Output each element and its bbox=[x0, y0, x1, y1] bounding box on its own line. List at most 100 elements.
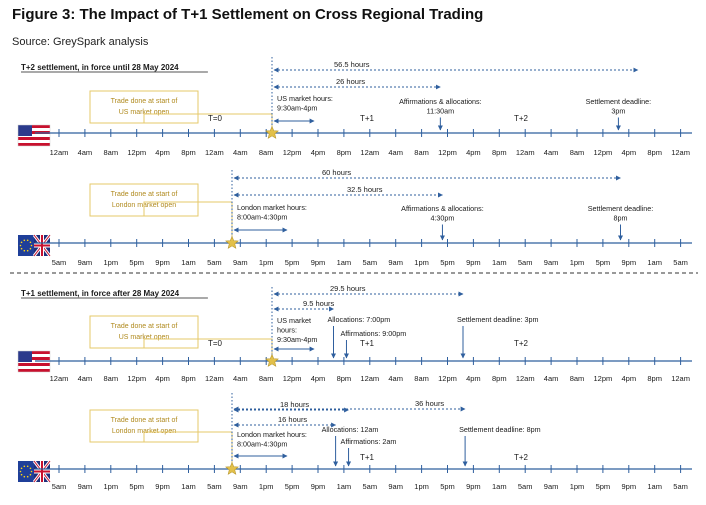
trade-done-label: Trade done at start of bbox=[111, 417, 178, 424]
tick-label: 12pm bbox=[127, 148, 146, 157]
tick-label: 8am bbox=[259, 374, 274, 383]
market-hours-label: 8:00am-4:30pm bbox=[237, 213, 287, 222]
section-heading: T+1 settlement, in force after 28 May 20… bbox=[21, 289, 180, 298]
tick-label: 12pm bbox=[283, 148, 302, 157]
duration-label: 29.5 hours bbox=[330, 284, 366, 293]
tick-label: 12am bbox=[50, 148, 69, 157]
tick-label: 9pm bbox=[311, 482, 326, 491]
market-hours-label: US market bbox=[277, 316, 311, 325]
tick-label: 12pm bbox=[438, 148, 457, 157]
tick-label: 12am bbox=[50, 374, 69, 383]
event-label: Affirmations: 9:00pm bbox=[340, 329, 406, 338]
tick-label: 9pm bbox=[155, 482, 170, 491]
tick-label: 1pm bbox=[104, 482, 119, 491]
tick-label: 8am bbox=[259, 148, 274, 157]
tick-label: 1am bbox=[181, 482, 196, 491]
tick-label: 9pm bbox=[466, 258, 481, 267]
tick-label: 5pm bbox=[596, 482, 611, 491]
event-label: 3pm bbox=[611, 107, 625, 116]
trade-done-label: Trade done at start of bbox=[111, 191, 178, 198]
tick-label: 9pm bbox=[622, 482, 637, 491]
market-hours-label: 9:30am-4pm bbox=[277, 104, 317, 113]
tick-label: 8pm bbox=[337, 148, 352, 157]
tick-label: 12am bbox=[360, 148, 379, 157]
tick-label: 1pm bbox=[259, 482, 274, 491]
trade-star-icon bbox=[225, 461, 239, 475]
tick-label: 9am bbox=[233, 258, 248, 267]
tick-label: 5am bbox=[52, 258, 67, 267]
event-label: Allocations: 12am bbox=[322, 425, 379, 434]
event-label: Allocations: 7:00pm bbox=[328, 315, 391, 324]
tick-label: 12pm bbox=[438, 374, 457, 383]
tick-label: 5pm bbox=[285, 258, 300, 267]
event-label: 4:30pm bbox=[430, 214, 454, 223]
event-label: Settlement deadline: 8pm bbox=[459, 425, 541, 434]
event-label: 8pm bbox=[614, 214, 628, 223]
tick-label: 4pm bbox=[155, 374, 170, 383]
tick-label: 5am bbox=[363, 258, 378, 267]
tick-label: 1am bbox=[647, 258, 662, 267]
tick-label: 1pm bbox=[414, 482, 429, 491]
tick-label: 4pm bbox=[466, 148, 481, 157]
tick-label: 1pm bbox=[570, 482, 585, 491]
tick-label: 5pm bbox=[440, 258, 455, 267]
day-label: T+2 bbox=[514, 339, 529, 348]
tick-label: 4pm bbox=[311, 148, 326, 157]
tick-label: 4pm bbox=[466, 374, 481, 383]
tick-label: 5am bbox=[363, 482, 378, 491]
tick-label: 1am bbox=[492, 258, 507, 267]
tick-label: 8pm bbox=[647, 148, 662, 157]
tick-label: 12am bbox=[671, 148, 690, 157]
tick-label: 8am bbox=[104, 374, 119, 383]
tick-label: 8pm bbox=[337, 374, 352, 383]
event-label: 11:30am bbox=[427, 107, 454, 116]
tick-label: 4am bbox=[233, 374, 248, 383]
tick-label: 4pm bbox=[622, 148, 637, 157]
trade-done-label: Trade done at start of bbox=[111, 98, 178, 105]
day-label: T+1 bbox=[360, 453, 375, 462]
tick-label: 1am bbox=[492, 482, 507, 491]
event-label: Settlement deadline: bbox=[586, 97, 652, 106]
day-label: T+2 bbox=[514, 114, 529, 123]
event-label: Affirmations: 2am bbox=[341, 437, 397, 446]
duration-label: 9.5 hours bbox=[303, 299, 335, 308]
tick-label: 12am bbox=[360, 374, 379, 383]
tick-label: 8am bbox=[414, 374, 429, 383]
tick-label: 4pm bbox=[155, 148, 170, 157]
tick-label: 4am bbox=[78, 148, 93, 157]
tick-label: 12am bbox=[205, 148, 224, 157]
tick-label: 4am bbox=[544, 148, 559, 157]
tick-label: 9pm bbox=[311, 258, 326, 267]
tick-label: 1pm bbox=[414, 258, 429, 267]
tick-label: 5am bbox=[207, 482, 222, 491]
tick-label: 5am bbox=[673, 258, 688, 267]
duration-label: 32.5 hours bbox=[347, 185, 383, 194]
tick-label: 8pm bbox=[181, 148, 196, 157]
trade-done-label: US market open bbox=[119, 334, 170, 341]
market-hours-label: hours: bbox=[277, 326, 297, 335]
day-label: T=0 bbox=[208, 339, 223, 348]
tick-label: 8pm bbox=[181, 374, 196, 383]
tick-label: 9am bbox=[388, 482, 403, 491]
tick-label: 12am bbox=[671, 374, 690, 383]
tick-label: 12am bbox=[516, 374, 535, 383]
tick-label: 9pm bbox=[466, 482, 481, 491]
tick-label: 8am bbox=[414, 148, 429, 157]
tick-label: 5am bbox=[52, 482, 67, 491]
tick-label: 8am bbox=[570, 374, 585, 383]
tick-label: 1am bbox=[647, 482, 662, 491]
tick-label: 5am bbox=[207, 258, 222, 267]
tick-label: 8am bbox=[104, 148, 119, 157]
tick-label: 5pm bbox=[596, 258, 611, 267]
trade-star-icon bbox=[265, 125, 279, 139]
figure-title: Figure 3: The Impact of T+1 Settlement o… bbox=[12, 6, 484, 23]
tick-label: 12pm bbox=[127, 374, 146, 383]
tick-label: 12am bbox=[205, 374, 224, 383]
event-label: Settlement deadline: 3pm bbox=[457, 315, 539, 324]
us-flag-icon bbox=[17, 124, 51, 147]
tick-label: 8am bbox=[570, 148, 585, 157]
duration-label: 26 hours bbox=[336, 77, 365, 86]
tick-label: 8pm bbox=[647, 374, 662, 383]
tick-label: 1am bbox=[337, 258, 352, 267]
